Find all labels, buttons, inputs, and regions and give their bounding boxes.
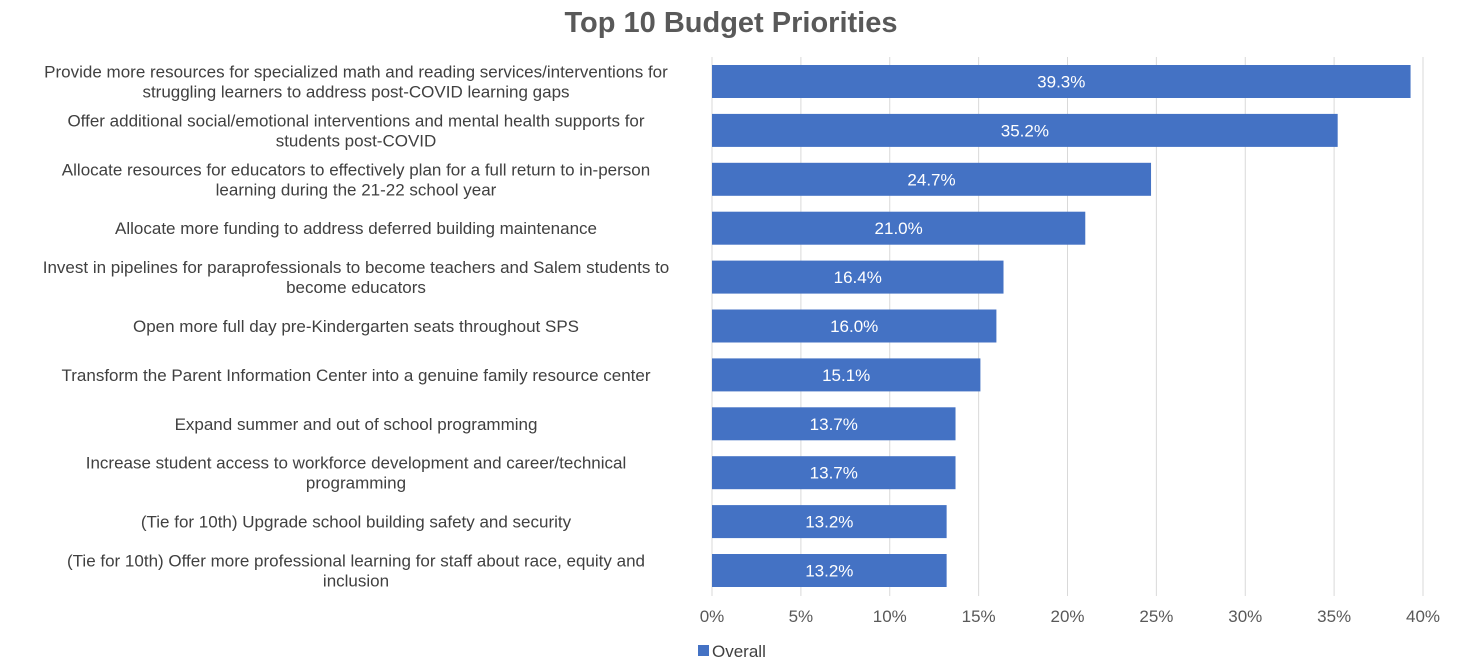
category-label-line: struggling learners to address post-COVI… (142, 83, 569, 102)
category-label-line: Transform the Parent Information Center … (62, 366, 651, 385)
category-label: (Tie for 10th) Offer more professional l… (67, 552, 645, 591)
category-label-line: Allocate resources for educators to effe… (62, 160, 650, 179)
category-label-line: learning during the 21-22 school year (216, 180, 497, 199)
x-axis-ticks: 0% 5% 10% 15% 20% 25% 30% 35% 40% (700, 607, 1440, 626)
bars: 39.3% 35.2% 24.7% 21.0% 16.4% 16.0% 15.1% 13.7%… (712, 65, 1411, 587)
category-label-line: programming (306, 474, 406, 493)
x-tick-label: 40% (1406, 607, 1440, 626)
bar (712, 211, 1086, 245)
category-label: Provide more resources for specialized m… (44, 63, 668, 102)
x-tick-label: 25% (1139, 607, 1173, 626)
bar (712, 407, 956, 441)
x-tick-label: 0% (700, 607, 725, 626)
category-label: Allocate more funding to address deferre… (115, 219, 597, 238)
bar (712, 162, 1152, 196)
category-label-line: Provide more resources for specialized m… (44, 63, 668, 82)
bar (712, 554, 947, 587)
legend: Overall (698, 642, 766, 661)
data-label: 16.0% (830, 317, 878, 336)
category-label-line: Offer additional social/emotional interv… (67, 111, 644, 130)
category-labels: Provide more resources for specialized m… (43, 63, 670, 591)
chart-title: Top 10 Budget Priorities (564, 7, 897, 39)
data-label: 16.4% (834, 268, 882, 287)
bar (712, 65, 1411, 98)
bar (712, 260, 1004, 294)
category-label: Allocate resources for educators to effe… (62, 160, 650, 199)
category-label-line: Expand summer and out of school programm… (175, 415, 538, 434)
data-label: 13.2% (805, 562, 853, 581)
category-label: Increase student access to workforce dev… (86, 454, 627, 493)
category-label: Expand summer and out of school programm… (175, 415, 538, 434)
data-label: 24.7% (907, 170, 955, 189)
bar (712, 456, 956, 490)
bar (712, 358, 981, 392)
data-label: 35.2% (1001, 121, 1049, 140)
bar (712, 309, 997, 343)
category-label-line: Invest in pipelines for paraprofessional… (43, 258, 670, 277)
x-tick-label: 20% (1050, 607, 1084, 626)
category-label: Transform the Parent Information Center … (62, 366, 651, 385)
data-label: 13.2% (805, 513, 853, 532)
category-label-line: become educators (286, 278, 426, 297)
data-label: 13.7% (810, 415, 858, 434)
data-label: 13.7% (810, 464, 858, 483)
category-label-line: inclusion (323, 572, 389, 591)
category-label-line: (Tie for 10th) Offer more professional l… (67, 552, 645, 571)
data-label: 39.3% (1037, 73, 1085, 92)
x-tick-label: 35% (1317, 607, 1351, 626)
data-label: 15.1% (822, 366, 870, 385)
bar (712, 505, 947, 539)
category-label: Invest in pipelines for paraprofessional… (43, 258, 670, 297)
x-tick-label: 15% (962, 607, 996, 626)
category-label-line: students post-COVID (276, 131, 437, 150)
category-label-line: Increase student access to workforce dev… (86, 454, 627, 473)
bar (712, 113, 1338, 147)
category-label: (Tie for 10th) Upgrade school building s… (141, 513, 572, 532)
legend-label-overall: Overall (712, 642, 766, 661)
data-label: 21.0% (875, 219, 923, 238)
category-label-line: Allocate more funding to address deferre… (115, 219, 597, 238)
category-label-line: (Tie for 10th) Upgrade school building s… (141, 513, 572, 532)
x-tick-label: 10% (873, 607, 907, 626)
x-tick-label: 30% (1228, 607, 1262, 626)
category-label: Open more full day pre-Kindergarten seat… (133, 317, 579, 336)
category-label: Offer additional social/emotional interv… (67, 111, 644, 150)
legend-swatch-overall (698, 645, 709, 656)
x-tick-label: 5% (789, 607, 814, 626)
category-label-line: Open more full day pre-Kindergarten seat… (133, 317, 579, 336)
